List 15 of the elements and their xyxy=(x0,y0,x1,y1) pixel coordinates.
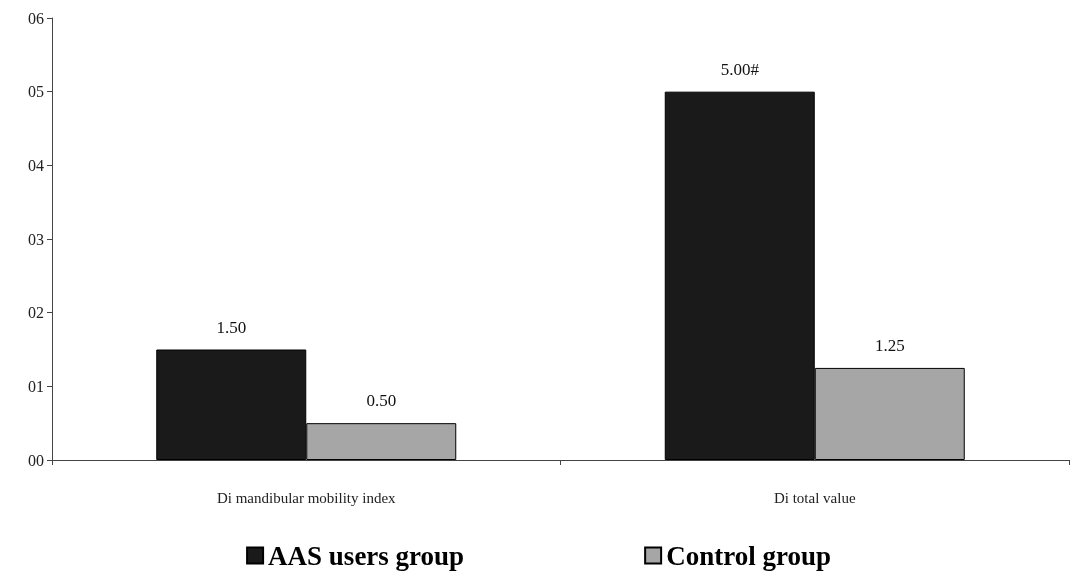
legend-label: Control group xyxy=(666,540,831,571)
data-label: 1.50 xyxy=(216,317,247,337)
y-tick-label: 03 xyxy=(28,230,44,248)
data-label: 1.25 xyxy=(874,335,905,355)
y-tick-label: 01 xyxy=(28,377,44,395)
y-tick-label: 04 xyxy=(28,156,44,174)
x-tick-label: Di total value xyxy=(773,489,856,506)
y-tick-label: 05 xyxy=(28,83,44,101)
x-tick-label: Di mandibular mobility index xyxy=(216,489,397,506)
data-label: 0.50 xyxy=(366,391,397,411)
data-label: 5.00# xyxy=(720,59,760,79)
y-tick-label: 02 xyxy=(28,304,44,322)
legend-label: AAS users group xyxy=(268,540,465,571)
y-tick-label: 00 xyxy=(28,451,44,469)
y-tick-label: 06 xyxy=(28,9,44,27)
